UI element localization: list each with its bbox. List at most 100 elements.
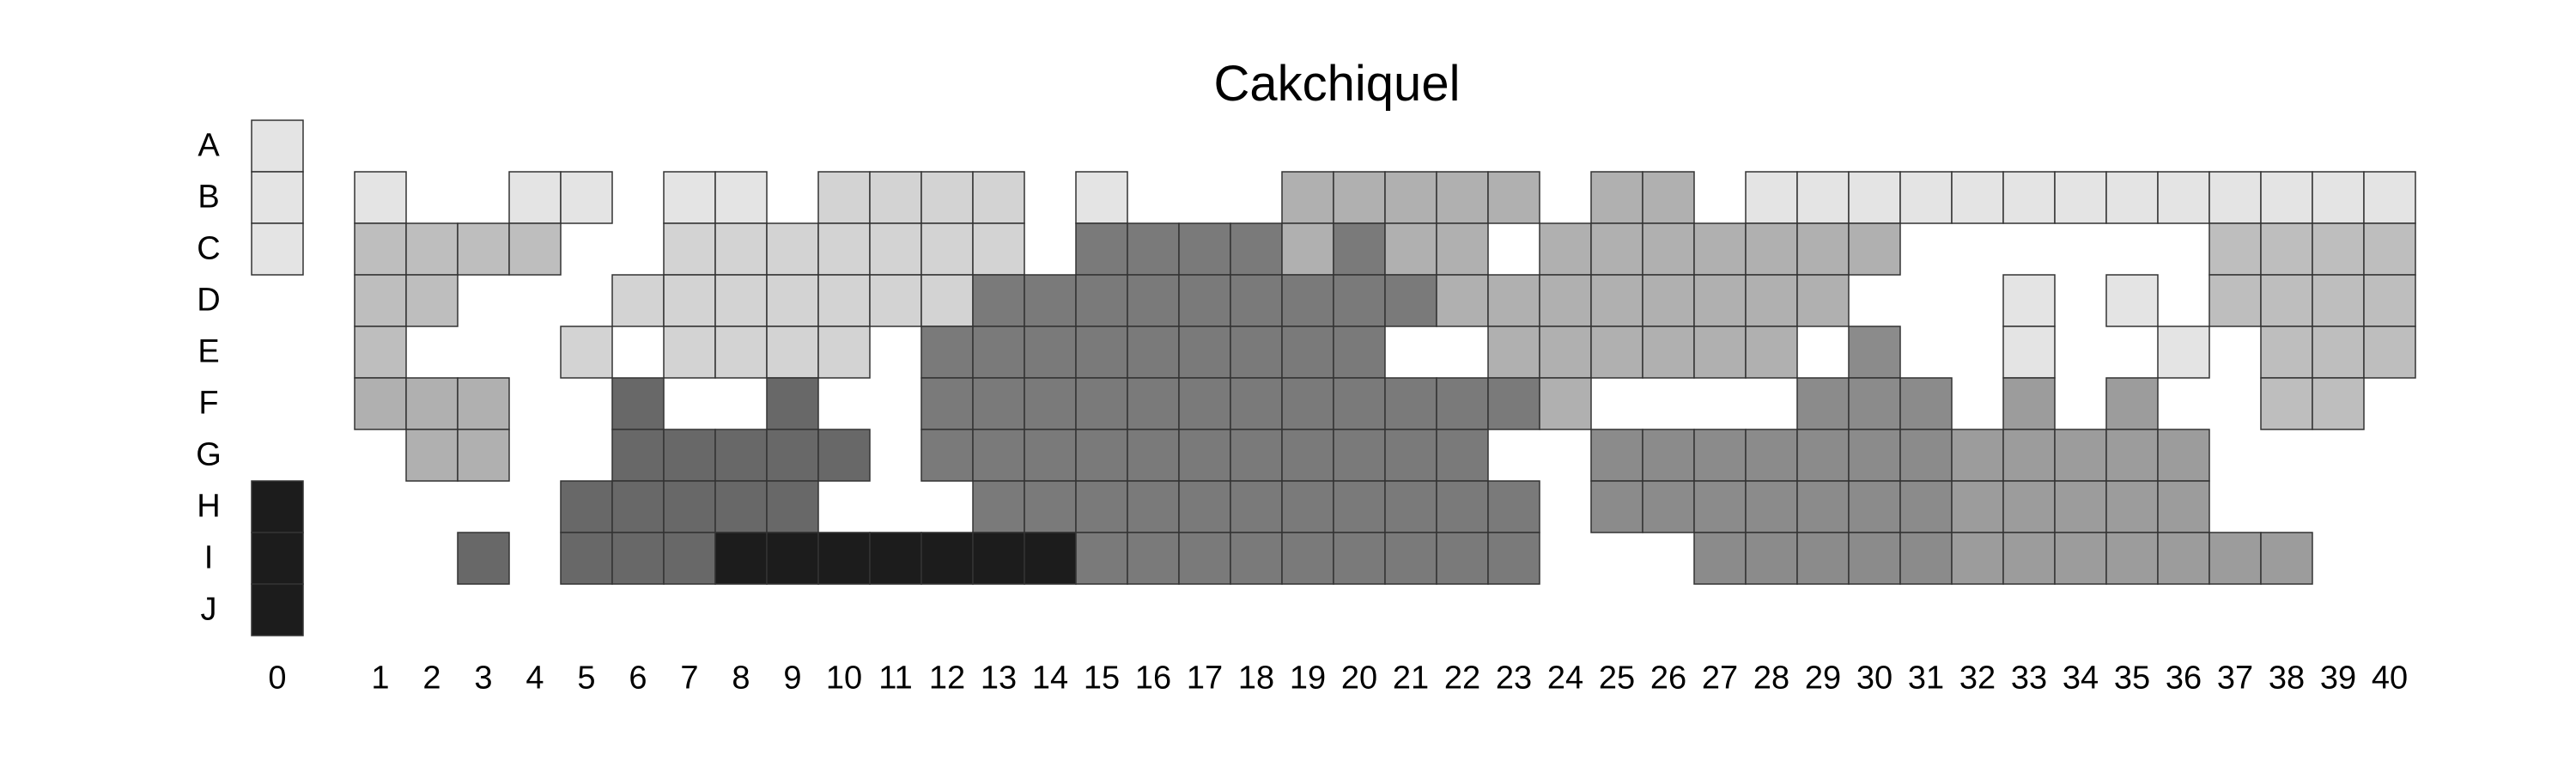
heatmap-cell-E-13 (972, 326, 1025, 379)
column-label-16: 16 (1134, 660, 1172, 697)
heatmap-cell-H-6 (611, 480, 665, 533)
row-label-A: A (197, 127, 220, 164)
heatmap-cell-C-25 (1590, 222, 1643, 276)
heatmap-cell-I-9 (766, 532, 819, 585)
heatmap-cell-B-4 (508, 171, 562, 224)
heatmap-cell-F-17 (1178, 377, 1231, 430)
column-label-10: 10 (825, 660, 863, 697)
heatmap-cell-C-24 (1539, 222, 1592, 276)
column-label-24: 24 (1546, 660, 1584, 697)
heatmap-cell-G-7 (663, 429, 716, 482)
heatmap-cell-I-19 (1281, 532, 1334, 585)
heatmap-cell-D-37 (2208, 274, 2262, 327)
heatmap-cell-B-13 (972, 171, 1025, 224)
column-label-7: 7 (680, 660, 699, 697)
heatmap-cell-I-0 (251, 532, 304, 585)
heatmap-cell-D-6 (611, 274, 665, 327)
heatmap-cell-B-15 (1075, 171, 1128, 224)
heatmap-cell-D-14 (1024, 274, 1077, 327)
heatmap-cell-C-17 (1178, 222, 1231, 276)
column-label-30: 30 (1856, 660, 1893, 697)
heatmap-cell-D-16 (1127, 274, 1180, 327)
heatmap-cell-D-22 (1436, 274, 1489, 327)
heatmap-cell-J-0 (251, 583, 304, 636)
heatmap-cell-C-29 (1796, 222, 1850, 276)
row-label-C: C (197, 230, 221, 267)
heatmap-cell-C-2 (405, 222, 459, 276)
heatmap-cell-H-36 (2157, 480, 2210, 533)
heatmap-cell-F-21 (1384, 377, 1437, 430)
heatmap-cell-C-28 (1745, 222, 1798, 276)
heatmap-cell-B-0 (251, 171, 304, 224)
column-label-21: 21 (1392, 660, 1430, 697)
heatmap-cell-F-15 (1075, 377, 1128, 430)
column-label-14: 14 (1031, 660, 1069, 697)
heatmap-cell-I-11 (869, 532, 922, 585)
heatmap-cell-B-34 (2054, 171, 2107, 224)
column-label-2: 2 (422, 660, 441, 697)
heatmap-cell-A-0 (251, 119, 304, 173)
heatmap-cell-E-38 (2260, 326, 2313, 379)
heatmap-cell-D-13 (972, 274, 1025, 327)
heatmap-cell-D-12 (920, 274, 974, 327)
heatmap-cell-I-30 (1848, 532, 1901, 585)
heatmap-cell-G-36 (2157, 429, 2210, 482)
heatmap-cell-I-34 (2054, 532, 2107, 585)
heatmap-cell-D-40 (2363, 274, 2416, 327)
heatmap-cell-B-32 (1951, 171, 2004, 224)
heatmap-cell-I-28 (1745, 532, 1798, 585)
heatmap-cell-H-22 (1436, 480, 1489, 533)
heatmap-cell-B-23 (1487, 171, 1540, 224)
heatmap-cell-E-36 (2157, 326, 2210, 379)
heatmap-cell-G-19 (1281, 429, 1334, 482)
column-label-17: 17 (1186, 660, 1224, 697)
column-label-33: 33 (2010, 660, 2048, 697)
heatmap-cell-I-29 (1796, 532, 1850, 585)
heatmap-cell-B-29 (1796, 171, 1850, 224)
heatmap-cell-C-27 (1693, 222, 1747, 276)
column-label-18: 18 (1237, 660, 1275, 697)
column-label-3: 3 (474, 660, 493, 697)
heatmap-cell-C-40 (2363, 222, 2416, 276)
heatmap-cell-C-22 (1436, 222, 1489, 276)
heatmap-cell-H-20 (1333, 480, 1386, 533)
heatmap-cell-I-27 (1693, 532, 1747, 585)
heatmap-cell-D-19 (1281, 274, 1334, 327)
heatmap-cell-I-15 (1075, 532, 1128, 585)
column-label-13: 13 (980, 660, 1018, 697)
heatmap-cell-I-36 (2157, 532, 2210, 585)
heatmap-cell-B-5 (560, 171, 613, 224)
row-label-F: F (198, 385, 219, 422)
heatmap-cell-B-37 (2208, 171, 2262, 224)
heatmap-cell-C-3 (457, 222, 510, 276)
chart-title: Cakchiquel (1213, 56, 1461, 112)
heatmap-cell-G-31 (1899, 429, 1953, 482)
heatmap-cell-H-25 (1590, 480, 1643, 533)
heatmap-cell-H-8 (714, 480, 768, 533)
heatmap-cell-I-37 (2208, 532, 2262, 585)
heatmap-cell-H-9 (766, 480, 819, 533)
heatmap-cell-I-21 (1384, 532, 1437, 585)
heatmap-cell-C-38 (2260, 222, 2313, 276)
column-label-19: 19 (1289, 660, 1327, 697)
heatmap-cell-G-35 (2105, 429, 2159, 482)
heatmap-cell-B-30 (1848, 171, 1901, 224)
column-label-37: 37 (2216, 660, 2254, 697)
heatmap-cell-E-27 (1693, 326, 1747, 379)
heatmap-cell-D-8 (714, 274, 768, 327)
heatmap-cell-C-16 (1127, 222, 1180, 276)
heatmap-cell-F-38 (2260, 377, 2313, 430)
heatmap-cell-B-8 (714, 171, 768, 224)
column-label-38: 38 (2268, 660, 2306, 697)
column-label-15: 15 (1083, 660, 1121, 697)
heatmap-cell-G-9 (766, 429, 819, 482)
heatmap-cell-D-15 (1075, 274, 1128, 327)
heatmap-cell-F-2 (405, 377, 459, 430)
heatmap-cell-C-39 (2312, 222, 2365, 276)
heatmap-cell-D-24 (1539, 274, 1592, 327)
row-label-D: D (197, 282, 221, 319)
heatmap-cell-C-1 (354, 222, 407, 276)
heatmap-cell-D-7 (663, 274, 716, 327)
heatmap-cell-F-14 (1024, 377, 1077, 430)
heatmap-cell-F-30 (1848, 377, 1901, 430)
